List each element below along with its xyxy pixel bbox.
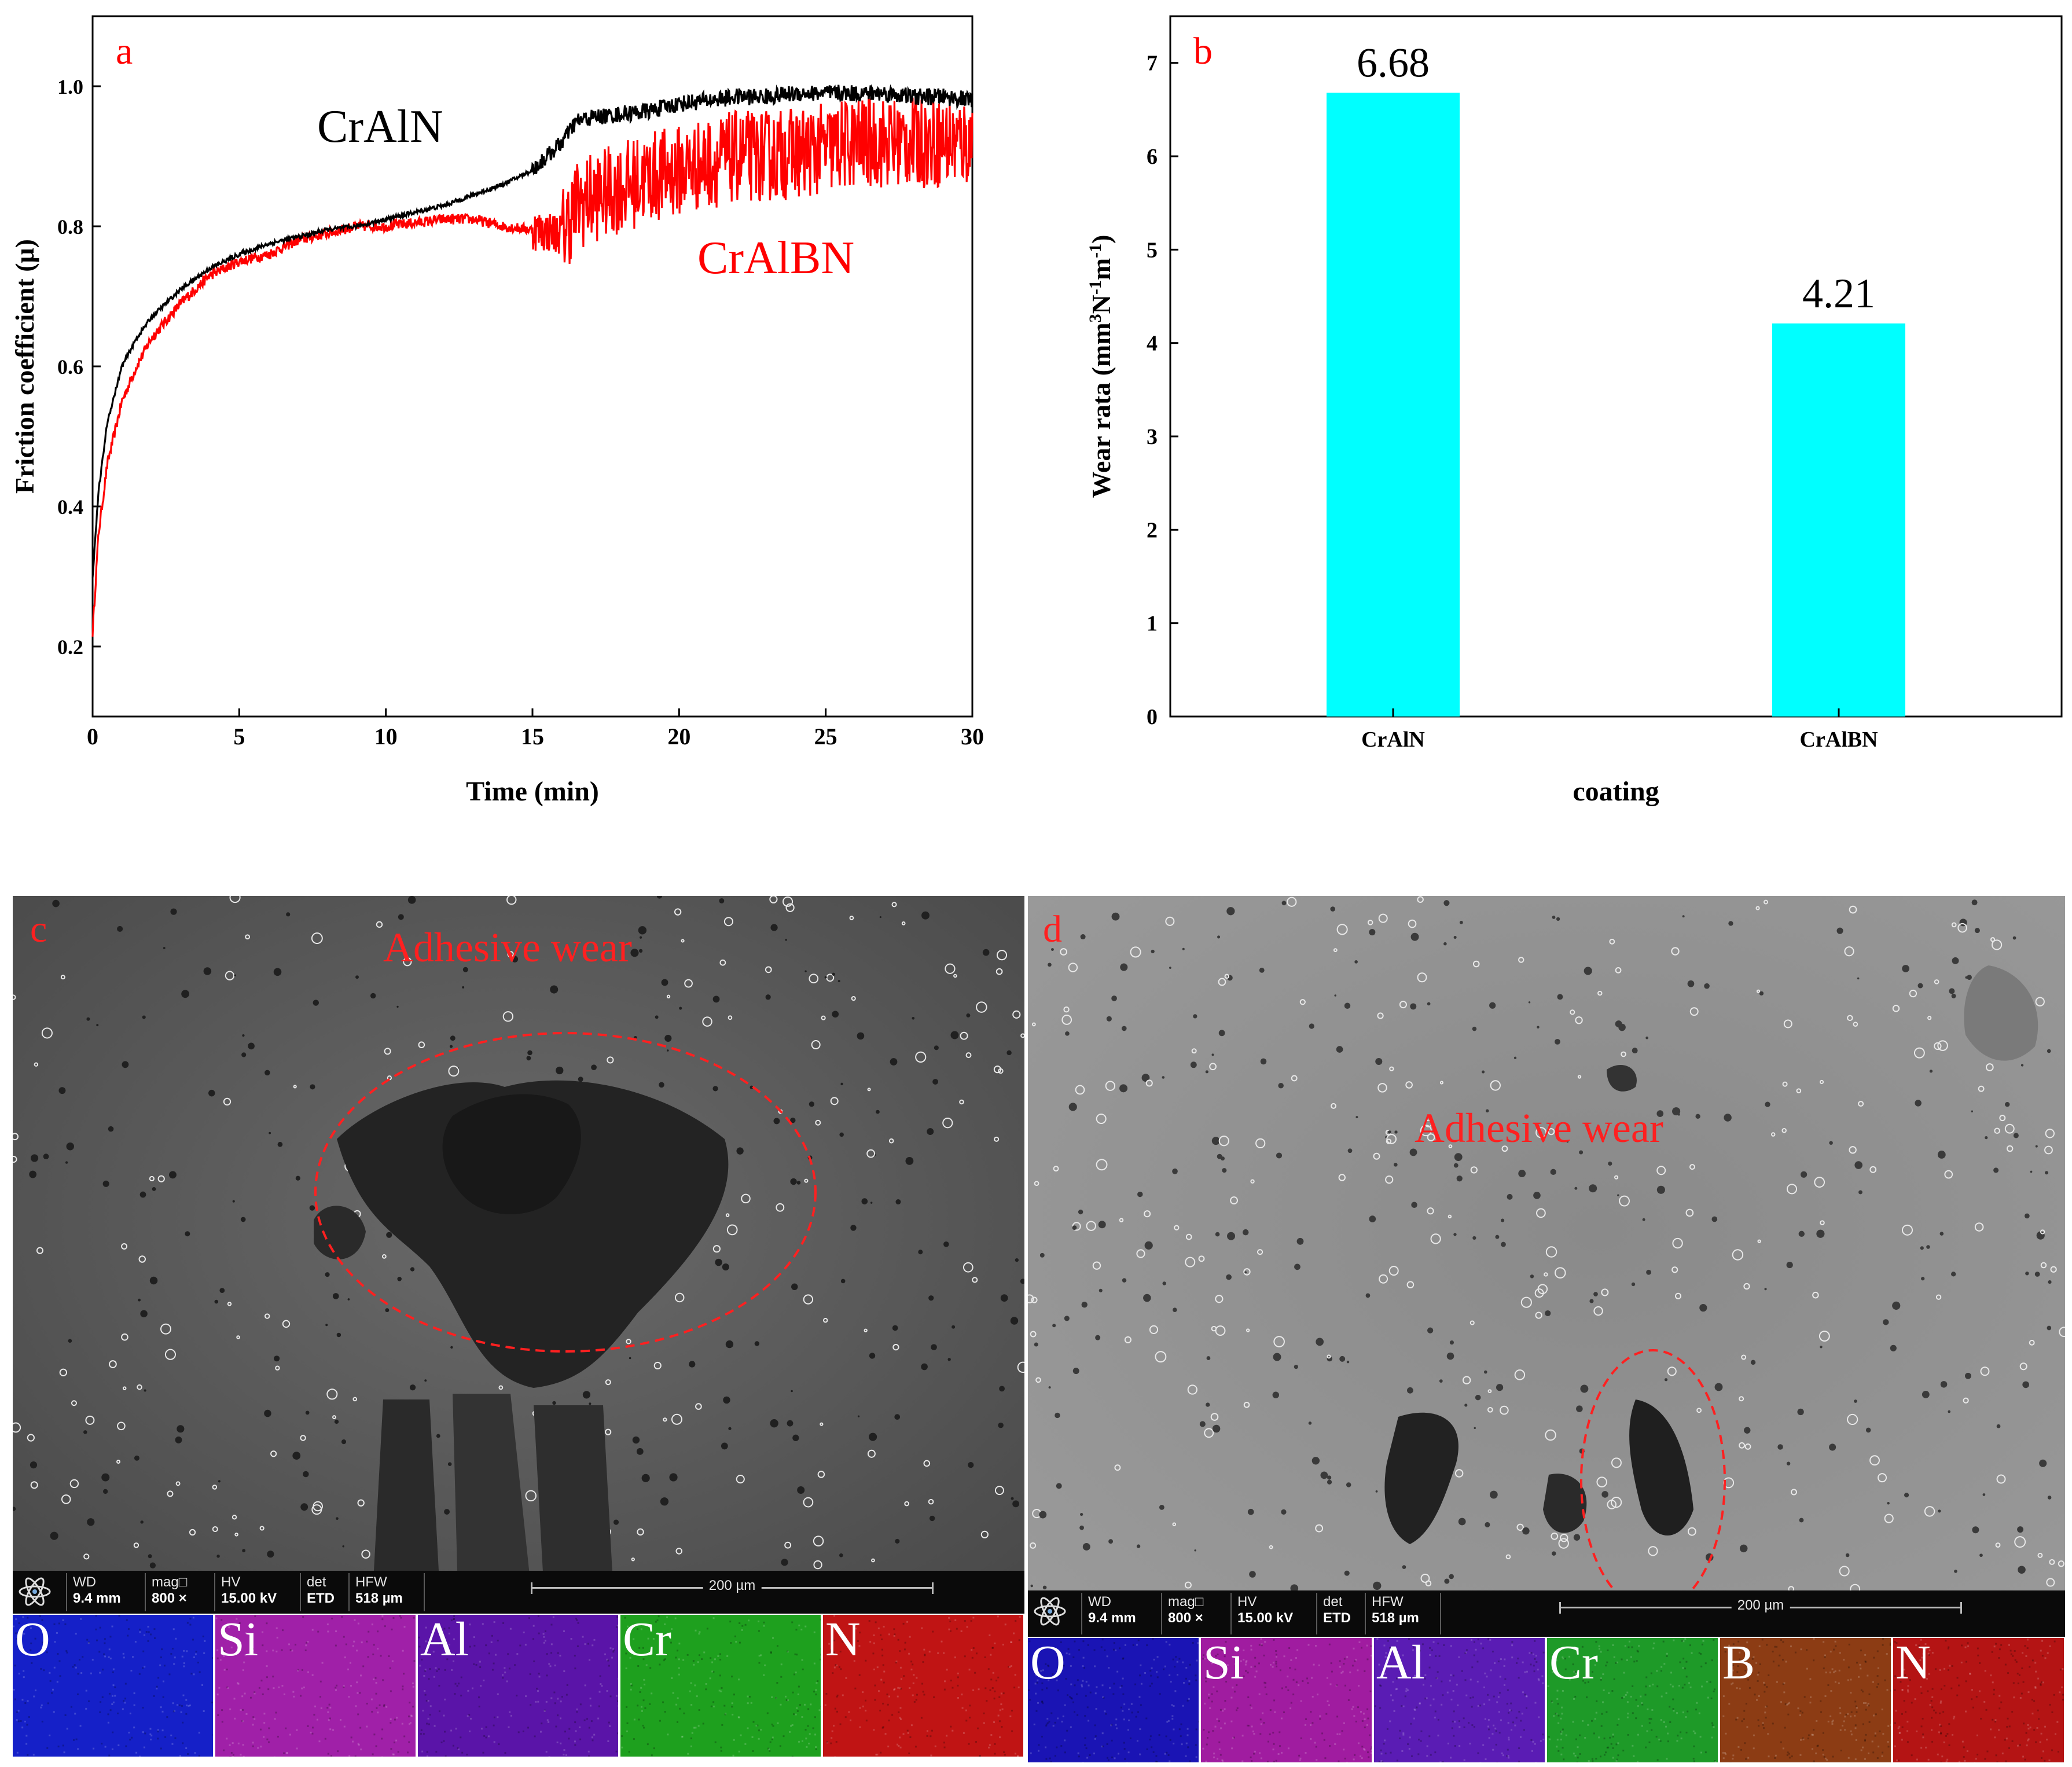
eds-element-label: N xyxy=(1895,1638,1931,1689)
eds-element-label: Cr xyxy=(623,1615,671,1666)
y-tick-label: 7 xyxy=(1147,52,1158,76)
hv-field: HV 15.00 kV xyxy=(221,1574,277,1606)
bar-value-label: 4.21 xyxy=(1802,270,1875,317)
y-tick-label: 4 xyxy=(1147,332,1158,356)
sem-info-bar-c: WD 9.4 mm mag□ 800 × HV 15.00 kV det ETD HFW… xyxy=(13,1571,1024,1614)
det-field: det ETD xyxy=(1323,1594,1351,1626)
series-label-cralbn: CrAlBN xyxy=(697,233,854,284)
y-tick-label: 0.8 xyxy=(57,215,83,238)
eds-map-al: Al xyxy=(418,1615,618,1757)
y-tick-label: 6 xyxy=(1147,145,1158,169)
category-label: CrAlN xyxy=(1361,728,1425,752)
hfw-field: HFW 518 µm xyxy=(1372,1594,1419,1626)
atom-icon xyxy=(19,1577,51,1606)
eds-element-label: Si xyxy=(1203,1638,1244,1689)
wear-rate-chart: 0 1 2 3 4 5 6 7 6.68 CrAlN 4.21 CrAlBN b coating W… xyxy=(1086,15,2063,807)
wear-plot-frame xyxy=(1169,15,2063,718)
wear-y-axis-label: Wear rata (mm3N-1m-1) xyxy=(1086,234,1116,498)
series-line-craln xyxy=(91,84,973,578)
sem-image-c: c Adhesive wear WD 9.4 mm mag□ 800 × HV 15.… xyxy=(13,896,1024,1614)
series-label-cralN: CrAlN xyxy=(317,101,443,152)
eds-map-al: Al xyxy=(1374,1638,1545,1762)
eds-element-label: O xyxy=(15,1615,50,1666)
eds-element-label: Si xyxy=(218,1615,259,1666)
eds-map-n: N xyxy=(1893,1638,2064,1762)
eds-map-cr: Cr xyxy=(1547,1638,1718,1762)
bar-value-label: 6.68 xyxy=(1357,39,1430,86)
wear-region-ellipse-c xyxy=(314,1032,817,1353)
friction-chart: 0 5 10 15 20 25 30 0.2 0.4 0.6 0.8 1.0 a CrAlN CrA… xyxy=(10,15,984,807)
x-tick-label: 30 xyxy=(961,723,984,750)
eds-map-si: Si xyxy=(1201,1638,1372,1762)
eds-map-strip-d: O Si Al Cr B N xyxy=(1028,1638,2065,1762)
y-tick-label: 1 xyxy=(1147,612,1158,636)
y-tick-label: 5 xyxy=(1147,238,1158,262)
y-tick-label: 3 xyxy=(1147,425,1158,449)
x-tick-label: 25 xyxy=(814,723,837,750)
eds-map-si: Si xyxy=(215,1615,416,1757)
scale-bar-c: 200 µm xyxy=(531,1578,934,1594)
x-tick-label: 5 xyxy=(233,723,245,750)
adhesive-wear-label-c: Adhesive wear xyxy=(383,924,632,971)
y-tick-label: 2 xyxy=(1147,518,1158,542)
x-tick-label: 0 xyxy=(87,723,98,750)
friction-y-axis-label: Friction coefficient (μ) xyxy=(10,239,39,494)
y-tick-label: 0.6 xyxy=(57,355,83,379)
bar-craln xyxy=(1327,93,1460,717)
eds-element-label: Al xyxy=(420,1615,469,1666)
y-tick-label: 1.0 xyxy=(57,75,83,98)
mag-field: mag□ 800 × xyxy=(152,1574,188,1606)
atom-icon xyxy=(1034,1597,1066,1626)
wd-field: WD 9.4 mm xyxy=(73,1574,121,1606)
panel-letter-a: a xyxy=(116,30,133,72)
x-tick-label: 20 xyxy=(667,723,690,750)
y-tick-label: 0.2 xyxy=(57,635,83,659)
eds-element-label: O xyxy=(1030,1638,1066,1689)
wear-region-ellipse-d xyxy=(1580,1349,1726,1612)
eds-map-cr: Cr xyxy=(620,1615,821,1757)
hfw-field: HFW 518 µm xyxy=(355,1574,403,1606)
hv-field: HV 15.00 kV xyxy=(1237,1594,1294,1626)
eds-element-label: Cr xyxy=(1549,1638,1598,1689)
series-line-cralbn xyxy=(91,95,973,637)
friction-plot-frame xyxy=(91,15,973,718)
eds-map-o: O xyxy=(1028,1638,1199,1762)
eds-map-n: N xyxy=(823,1615,1023,1757)
eds-map-o: O xyxy=(13,1615,213,1757)
panel-letter-c: c xyxy=(30,908,47,950)
y-tick-label: 0.4 xyxy=(57,495,83,519)
friction-x-axis-label: Time (min) xyxy=(466,776,599,807)
mag-field: mag□ 800 × xyxy=(1168,1594,1204,1626)
eds-element-label: B xyxy=(1722,1638,1755,1689)
panel-letter-d: d xyxy=(1043,908,1062,950)
sem-texture-d xyxy=(1028,896,2065,1637)
wear-x-axis-label: coating xyxy=(1573,776,1659,807)
eds-element-label: N xyxy=(825,1615,861,1666)
category-label: CrAlBN xyxy=(1799,728,1878,752)
eds-map-b: B xyxy=(1720,1638,1891,1762)
sem-info-bar-d: WD 9.4 mm mag□ 800 × HV 15.00 kV det ETD HFW… xyxy=(1028,1590,2065,1637)
bar-cralbn xyxy=(1772,323,1905,717)
x-tick-label: 10 xyxy=(374,723,398,750)
panel-letter-b: b xyxy=(1193,30,1213,72)
x-tick-label: 15 xyxy=(521,723,544,750)
scale-bar-d: 200 µm xyxy=(1559,1597,1962,1614)
y-tick-label: 0 xyxy=(1147,705,1158,729)
sem-texture-c xyxy=(13,896,1024,1614)
eds-map-strip-c: O Si Al Cr N xyxy=(13,1615,1024,1757)
wd-field: WD 9.4 mm xyxy=(1088,1594,1136,1626)
sem-image-d: d Adhesive wear WD 9.4 mm mag□ 800 × HV 15.… xyxy=(1028,896,2065,1637)
adhesive-wear-label-d: Adhesive wear xyxy=(1415,1105,1663,1151)
eds-element-label: Al xyxy=(1376,1638,1425,1689)
det-field: det ETD xyxy=(307,1574,335,1606)
